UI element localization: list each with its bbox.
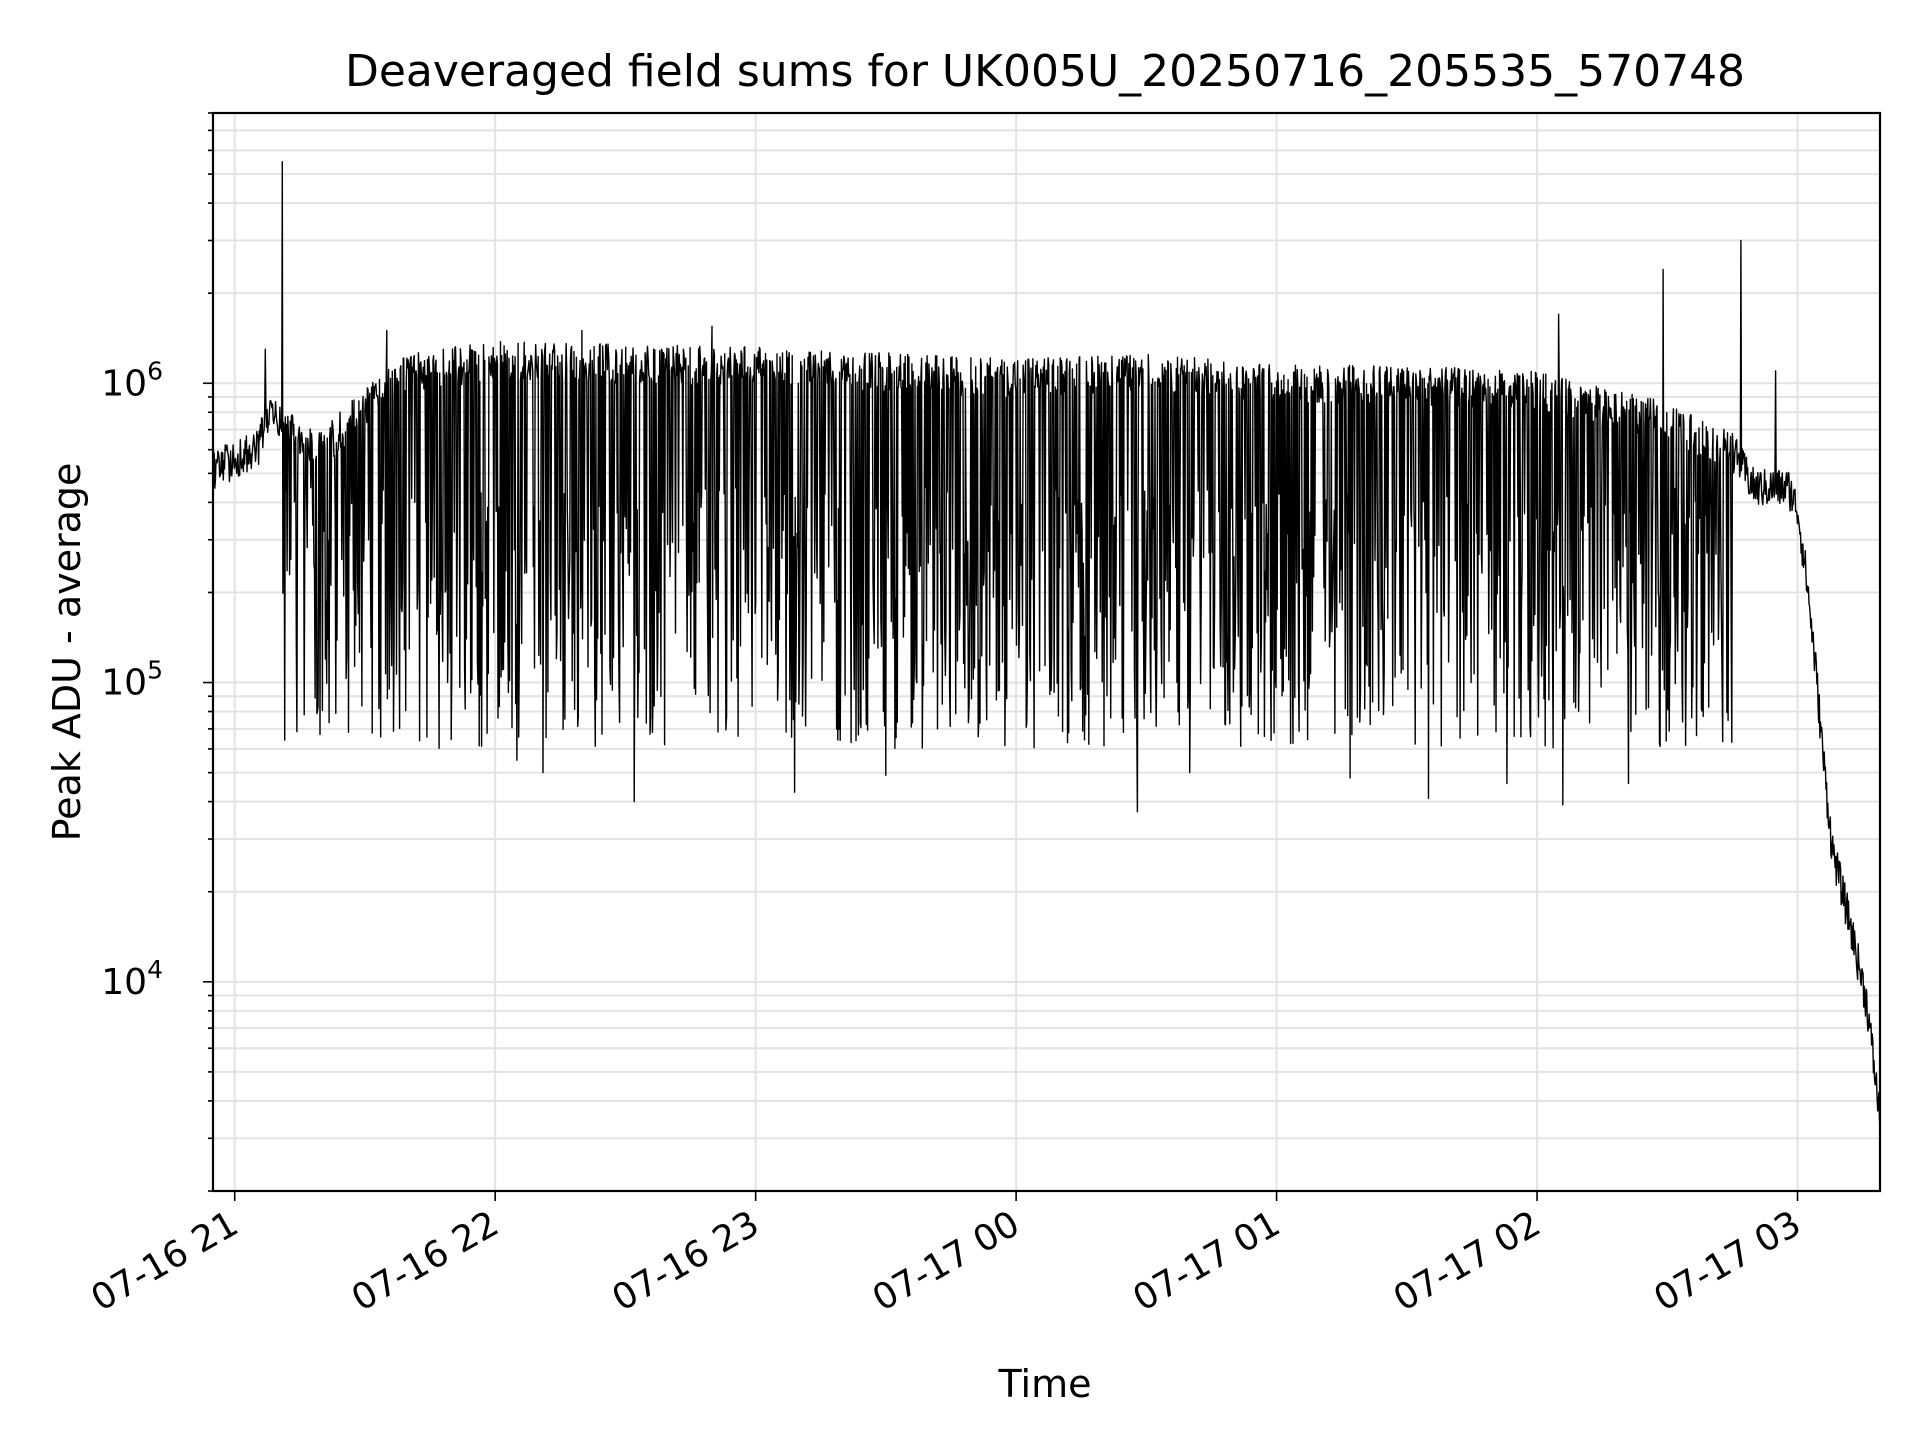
plot-area — [212, 161, 1881, 1122]
y-tick-exponent: 5 — [147, 656, 163, 685]
y-tick-exponent: 6 — [147, 356, 163, 385]
y-axis-label: Peak ADU - average — [45, 463, 89, 842]
series-line — [212, 161, 1881, 1122]
chart-title: Deaveraged field sums for UK005U_2025071… — [345, 46, 1745, 97]
x-axis-label: Time — [998, 1362, 1092, 1406]
plot-frame — [211, 111, 1882, 1193]
y-tick-exponent: 4 — [147, 955, 163, 984]
